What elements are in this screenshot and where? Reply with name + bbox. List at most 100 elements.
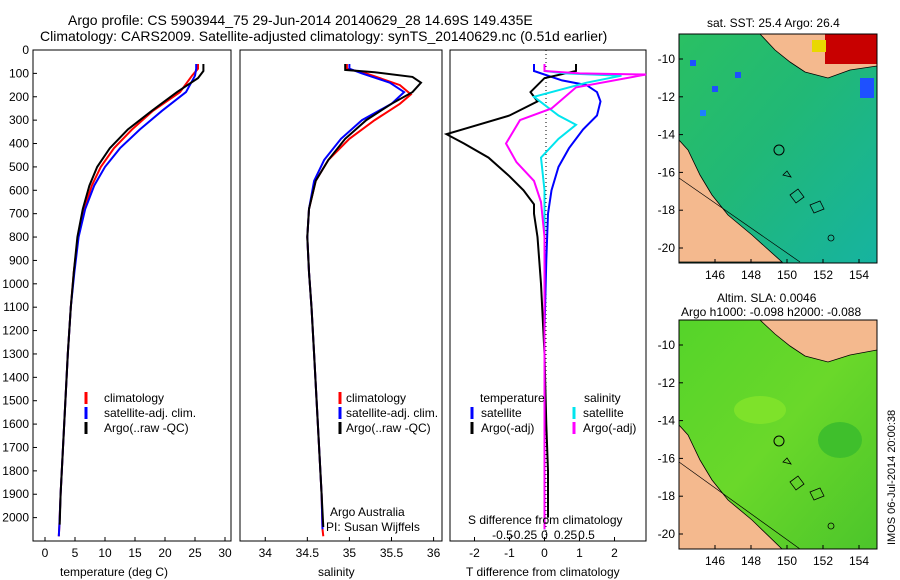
salinity-xlabel: salinity	[318, 565, 355, 579]
lat-tick-label: -14	[658, 128, 676, 142]
depth-tick-label: 1400	[2, 370, 29, 384]
depth-tick-label: 100	[9, 66, 29, 80]
sla-map-field	[679, 320, 877, 549]
x-tick-label: 0	[541, 546, 548, 560]
sst-map-axes: -10 -12 -14 -16 -18 -20 146 148 150 152 154	[658, 52, 870, 282]
lon-tick-label: 150	[777, 268, 797, 282]
salinity-panel: 34 34.5 35 35.5 36 salinity climatology sate…	[239, 49, 443, 579]
sla-map-panel: Altim. SLA: 0.0046 Argo h1000: -0.098 h2…	[658, 291, 878, 568]
depth-tick-label: 900	[9, 253, 29, 267]
s-diff-tick-label: -0.25	[510, 528, 538, 542]
sst-land-australia	[679, 139, 784, 263]
x-tick-label: 0	[42, 546, 49, 560]
station-marker	[827, 522, 835, 530]
legend-temperature-title: temperature	[480, 391, 545, 405]
lon-tick-label: 146	[705, 554, 725, 568]
difference-x-axis: -2 -1 0 1 2	[469, 537, 618, 560]
legend-s-argo-label: Argo(-adj)	[583, 421, 636, 435]
temperature-panel: 0100200300400500600700800900100011001200…	[2, 43, 232, 579]
x-tick-label: 35	[343, 546, 357, 560]
legend-climatology-label: climatology	[104, 391, 164, 405]
legend-climatology-label: climatology	[346, 391, 406, 405]
lon-tick-label: 154	[849, 554, 869, 568]
sla-land-australia	[679, 424, 783, 549]
lon-tick-label: 152	[813, 554, 833, 568]
depth-tick-label: 1700	[2, 440, 29, 454]
depth-tick-label: 1100	[3, 300, 29, 314]
lat-tick-label: -12	[658, 376, 676, 390]
x-tick-label: 34.5	[296, 546, 320, 560]
depth-axis: 0 100 200 300 400 500 600 700 800 900 1000 1100 1200…	[2, 43, 37, 525]
imos-timestamp: IMOS 06-Jul-2014 20:00:38	[886, 409, 898, 545]
salinity-legend: climatology satellite-adj. clim. Argo(..…	[338, 391, 438, 435]
sst-isobath	[679, 177, 801, 263]
lon-tick-label: 152	[813, 268, 833, 282]
temperature-x-axis: 0 5 10 15 20 25 30	[42, 537, 232, 560]
lat-tick-label: -14	[658, 414, 676, 428]
temperature-frame	[32, 49, 232, 542]
depth-tick-label: 700	[9, 207, 29, 221]
reef-outline	[782, 170, 825, 214]
salinity-difference-axis: -0.5-0.25 0 0.25 0.5	[492, 528, 595, 542]
legend-s-satellite-label: satellite	[583, 406, 624, 420]
sla-map-title1: Altim. SLA: 0.0046	[717, 291, 817, 305]
sst-map-field	[679, 34, 877, 263]
sst-cloud-patch	[690, 60, 696, 66]
lat-tick-label: -10	[658, 52, 676, 66]
depth-tick-label: 2000	[2, 511, 29, 525]
legend-t-satellite-label: satellite	[481, 406, 522, 420]
depth-tick-label: 1600	[2, 417, 29, 431]
temperature-legend: climatology satellite-adj. clim. Argo(..…	[84, 391, 196, 435]
lon-tick-label: 148	[741, 554, 761, 568]
depth-tick-label: 1800	[2, 464, 29, 478]
sst-warm-patch	[812, 40, 826, 52]
lon-tick-label: 146	[705, 268, 725, 282]
lat-tick-label: -16	[658, 451, 676, 465]
x-tick-label: 1	[576, 546, 583, 560]
sla-anomaly	[734, 396, 786, 424]
series-temperature-satellite	[533, 64, 602, 530]
sst-map-title: sat. SST: 25.4 Argo: 26.4	[707, 16, 840, 30]
x-tick-label: 15	[128, 546, 142, 560]
x-tick-label: -1	[504, 546, 515, 560]
depth-tick-label: 1300	[2, 347, 29, 361]
lat-tick-label: -18	[658, 203, 676, 217]
x-tick-label: 20	[158, 546, 172, 560]
x-tick-label: 2	[611, 546, 618, 560]
legend-satellite-label: satellite-adj. clim.	[346, 406, 438, 420]
sst-cloud-patch	[712, 86, 718, 92]
salinity-x-axis: 34 34.5 35 35.5 36	[259, 537, 441, 560]
s-diff-tick-label: 0	[541, 528, 548, 542]
lon-tick-label: 154	[849, 268, 869, 282]
x-tick-label: -2	[469, 546, 480, 560]
salinity-frame	[239, 49, 443, 542]
difference-panel: -2 -1 0 1 2 -0.5-0.25 0 0.25 0.5 S difference f…	[443, 49, 647, 579]
x-tick-label: 10	[98, 546, 112, 560]
pi-note: PI: Susan Wijffels	[326, 520, 420, 534]
x-tick-label: 34	[259, 546, 273, 560]
figure-title-line1: Argo profile: CS 5903944_75 29-Jun-2014 …	[68, 12, 533, 28]
lon-tick-label: 150	[777, 554, 797, 568]
t-difference-xlabel: T difference from climatology	[466, 565, 620, 579]
x-tick-label: 35.5	[380, 546, 404, 560]
argo-float-marker	[773, 144, 785, 156]
s-diff-tick-label: 0.5	[578, 528, 595, 542]
s-diff-tick-label: -0.5	[492, 528, 513, 542]
sst-map-frame	[678, 33, 878, 264]
depth-tick-label: 1200	[2, 324, 29, 338]
lat-tick-label: -20	[658, 527, 676, 541]
depth-tick-label: 1900	[2, 487, 29, 501]
depth-tick-label: 0	[22, 43, 29, 57]
depth-tick-label: 1000	[2, 277, 29, 291]
x-tick-label: 5	[72, 546, 79, 560]
s-difference-label: S difference from climatology	[468, 513, 623, 527]
difference-legend: temperature salinity satellite Argo(-adj…	[470, 391, 636, 435]
x-tick-label: 25	[188, 546, 202, 560]
depth-tick-label: 800	[9, 230, 29, 244]
reef-outline	[782, 457, 825, 501]
legend-argo-label: Argo(..raw -QC)	[346, 421, 431, 435]
x-tick-label: 36	[427, 546, 441, 560]
lat-tick-label: -20	[658, 241, 676, 255]
depth-tick-label: 1500	[2, 394, 29, 408]
